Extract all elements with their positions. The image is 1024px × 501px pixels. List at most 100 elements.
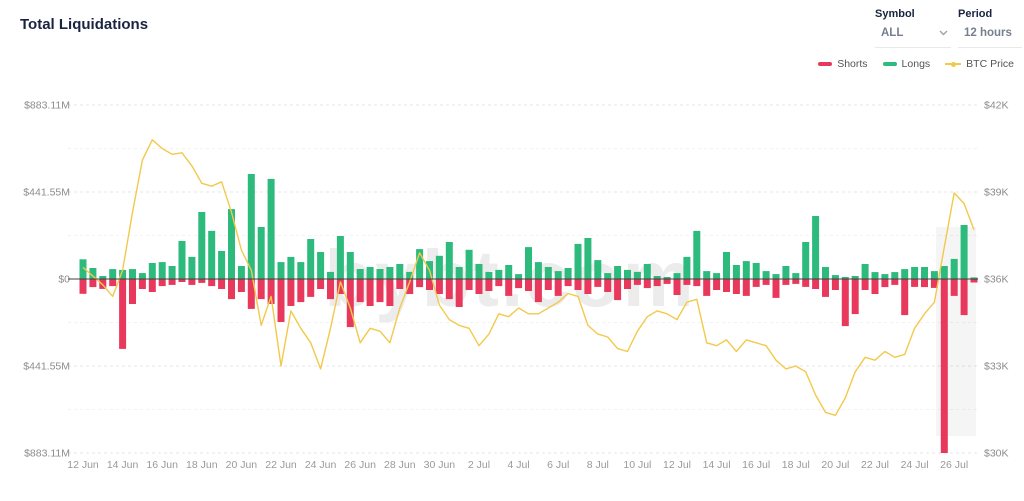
bar-short[interactable] bbox=[138, 279, 146, 289]
bar-short[interactable] bbox=[465, 279, 473, 290]
bar-long[interactable] bbox=[930, 271, 938, 279]
bar-long[interactable] bbox=[643, 264, 651, 279]
bar-short[interactable] bbox=[525, 279, 532, 291]
bar-short[interactable] bbox=[455, 279, 463, 307]
bar-long[interactable] bbox=[772, 274, 780, 279]
bar-long[interactable] bbox=[188, 256, 196, 279]
bar-long[interactable] bbox=[703, 271, 711, 279]
bar-short[interactable] bbox=[822, 279, 829, 297]
bar-short[interactable] bbox=[247, 279, 255, 309]
bar-long[interactable] bbox=[416, 249, 424, 279]
bar-long[interactable] bbox=[861, 264, 869, 279]
bar-long[interactable] bbox=[713, 273, 721, 279]
bar-short[interactable] bbox=[841, 279, 849, 327]
bar-long[interactable] bbox=[723, 252, 730, 279]
bar-long[interactable] bbox=[228, 209, 235, 279]
bar-short[interactable] bbox=[970, 279, 978, 283]
bar-long[interactable] bbox=[138, 273, 146, 279]
bar-short[interactable] bbox=[901, 279, 909, 316]
bar-long[interactable] bbox=[208, 230, 216, 279]
symbol-select[interactable]: Symbol ALL bbox=[875, 8, 951, 48]
bar-short[interactable] bbox=[426, 279, 433, 290]
bar-short[interactable] bbox=[228, 279, 235, 300]
bar-long[interactable] bbox=[544, 267, 552, 279]
bar-long[interactable] bbox=[129, 269, 136, 279]
bar-long[interactable] bbox=[534, 262, 542, 279]
bar-long[interactable] bbox=[257, 227, 265, 279]
bar-long[interactable] bbox=[653, 276, 661, 279]
bar-short[interactable] bbox=[703, 279, 711, 296]
bar-short[interactable] bbox=[198, 279, 206, 283]
bar-short[interactable] bbox=[673, 279, 681, 295]
bar-long[interactable] bbox=[356, 269, 364, 279]
bar-short[interactable] bbox=[762, 279, 770, 285]
bar-long[interactable] bbox=[683, 256, 691, 279]
bar-long[interactable] bbox=[287, 256, 295, 279]
bar-short[interactable] bbox=[653, 279, 661, 287]
bar-long[interactable] bbox=[812, 216, 820, 279]
bar-short[interactable] bbox=[554, 279, 562, 296]
bar-long[interactable] bbox=[831, 275, 839, 279]
bar-long[interactable] bbox=[742, 261, 750, 279]
bar-long[interactable] bbox=[614, 266, 622, 279]
bar-short[interactable] bbox=[168, 279, 176, 285]
bar-short[interactable] bbox=[406, 279, 414, 294]
bar-short[interactable] bbox=[732, 279, 740, 294]
bar-short[interactable] bbox=[158, 279, 166, 287]
bar-short[interactable] bbox=[327, 279, 334, 300]
bar-long[interactable] bbox=[485, 271, 493, 279]
bar-short[interactable] bbox=[485, 279, 493, 291]
bar-short[interactable] bbox=[693, 279, 701, 287]
bar-long[interactable] bbox=[782, 266, 790, 279]
bar-short[interactable] bbox=[544, 279, 552, 290]
bar-short[interactable] bbox=[129, 279, 136, 304]
bar-long[interactable] bbox=[851, 276, 859, 279]
bar-short[interactable] bbox=[594, 279, 602, 287]
period-select[interactable]: Period 12 hours bbox=[958, 8, 1022, 48]
bar-short[interactable] bbox=[891, 279, 899, 285]
bar-long[interactable] bbox=[881, 274, 889, 279]
bar-short[interactable] bbox=[861, 279, 869, 290]
bar-long[interactable] bbox=[376, 269, 384, 279]
bar-short[interactable] bbox=[772, 279, 780, 298]
bar-long[interactable] bbox=[158, 262, 166, 279]
bar-short[interactable] bbox=[396, 279, 404, 289]
bar-long[interactable] bbox=[950, 258, 958, 279]
bar-long[interactable] bbox=[901, 269, 909, 279]
bar-short[interactable] bbox=[416, 279, 424, 288]
bar-short[interactable] bbox=[505, 279, 513, 296]
bar-short[interactable] bbox=[208, 279, 216, 287]
bar-short[interactable] bbox=[911, 279, 919, 287]
bar-short[interactable] bbox=[188, 279, 196, 285]
bar-long[interactable] bbox=[247, 174, 255, 279]
bar-short[interactable] bbox=[435, 279, 443, 294]
bar-long[interactable] bbox=[822, 267, 829, 279]
bar-long[interactable] bbox=[267, 178, 275, 279]
bar-long[interactable] bbox=[79, 259, 87, 279]
bar-long[interactable] bbox=[317, 252, 325, 279]
bar-short[interactable] bbox=[663, 279, 671, 284]
bar-long[interactable] bbox=[960, 225, 968, 279]
bar-long[interactable] bbox=[604, 273, 612, 279]
bar-long[interactable] bbox=[109, 269, 117, 279]
bar-long[interactable] bbox=[198, 212, 206, 279]
bar-long[interactable] bbox=[465, 249, 473, 279]
bar-long[interactable] bbox=[307, 239, 315, 279]
bar-short[interactable] bbox=[267, 279, 275, 304]
bar-short[interactable] bbox=[89, 279, 97, 288]
bar-long[interactable] bbox=[495, 269, 503, 279]
bar-short[interactable] bbox=[297, 279, 305, 303]
bar-long[interactable] bbox=[940, 266, 948, 279]
bar-short[interactable] bbox=[742, 279, 750, 296]
bar-short[interactable] bbox=[713, 279, 721, 290]
bar-short[interactable] bbox=[475, 279, 483, 294]
bar-long[interactable] bbox=[366, 267, 374, 279]
bar-long[interactable] bbox=[574, 243, 582, 279]
bar-long[interactable] bbox=[99, 276, 107, 279]
bar-short[interactable] bbox=[881, 279, 889, 288]
legend-item-shorts[interactable]: Shorts bbox=[818, 58, 868, 70]
bar-long[interactable] bbox=[732, 265, 740, 279]
bar-long[interactable] bbox=[396, 264, 404, 279]
bar-short[interactable] bbox=[386, 279, 394, 306]
bar-long[interactable] bbox=[297, 262, 305, 279]
